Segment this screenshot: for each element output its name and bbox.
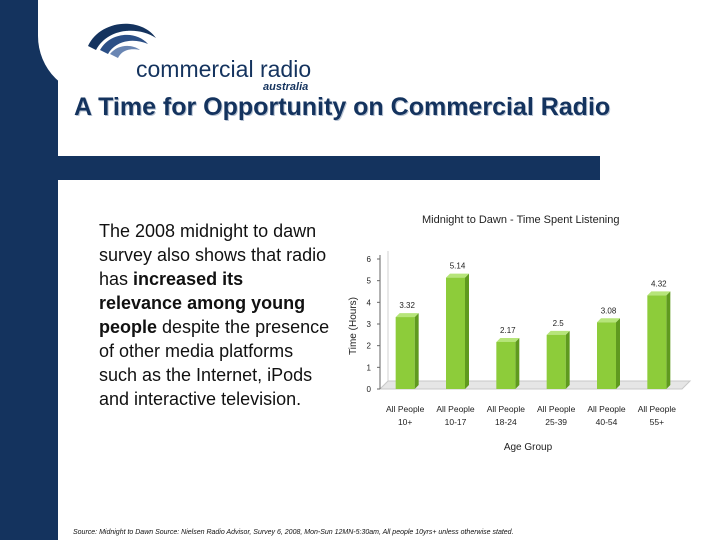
chart-title: Midnight to Dawn - Time Spent Listening xyxy=(422,214,620,226)
bar xyxy=(597,322,616,389)
chart-floor xyxy=(378,380,692,390)
bar-value-label: 5.14 xyxy=(450,262,466,271)
body-bold-phrase: increased its relevance among young peop… xyxy=(99,269,306,337)
logo-swoosh-3 xyxy=(110,45,140,58)
x-tick-label: All People xyxy=(587,404,626,414)
bar-top xyxy=(647,291,671,296)
bar-value-label: 3.32 xyxy=(399,301,415,310)
logo-sub-text: australia xyxy=(263,81,308,92)
bar xyxy=(546,334,566,389)
bar-side xyxy=(565,330,570,389)
bar-top xyxy=(395,313,419,318)
bar xyxy=(496,341,516,389)
y-tick-label: 4 xyxy=(367,298,372,307)
body-paragraph: The 2008 midnight to dawn survey also sh… xyxy=(99,219,331,411)
bar-value-label: 3.08 xyxy=(601,306,617,315)
bar-top xyxy=(496,337,520,342)
y-tick-label: 3 xyxy=(367,320,372,329)
x-tick-label: 18-24 xyxy=(495,417,517,427)
x-axis-label: Age Group xyxy=(504,442,553,453)
body-outro: despite the presence of other media plat… xyxy=(99,317,330,409)
bar-side xyxy=(616,318,620,389)
y-axis-label: Time (Hours) xyxy=(348,297,359,355)
bar-side xyxy=(465,273,469,389)
source-footnote: Source: Midnight to Dawn Source: Nielsen… xyxy=(73,529,514,536)
y-tick-label: 1 xyxy=(367,363,372,372)
bar-value-label: 2.5 xyxy=(553,319,565,328)
x-tick-label: 10+ xyxy=(398,417,412,427)
body-intro: The 2008 midnight to dawn survey also sh… xyxy=(99,221,327,289)
y-tick-label: 6 xyxy=(367,255,372,264)
y-tick-label: 0 xyxy=(367,385,372,394)
x-tick-label: All People xyxy=(537,404,576,414)
x-tick-label: 10-17 xyxy=(445,417,467,427)
title-underline-bar xyxy=(58,156,600,180)
x-tick-label: All People xyxy=(436,404,475,414)
logo-panel xyxy=(38,0,338,96)
y-tick-label: 2 xyxy=(367,342,372,351)
bar xyxy=(647,295,667,389)
x-tick-label: All People xyxy=(638,404,677,414)
x-tick-label: 25-39 xyxy=(545,417,567,427)
bar-top xyxy=(446,273,469,278)
x-tick-label: 55+ xyxy=(650,417,664,427)
x-tick-label: 40-54 xyxy=(596,417,618,427)
logo-brand-text: commercial radio xyxy=(136,56,311,82)
bar-side xyxy=(666,291,671,389)
logo-swoosh-1 xyxy=(88,23,156,50)
bar-value-label: 2.17 xyxy=(500,326,516,335)
logo-swoosh-2 xyxy=(100,34,148,54)
bar-top xyxy=(597,318,620,323)
bar-side xyxy=(515,337,520,389)
bar-top xyxy=(546,330,570,335)
x-tick-label: All People xyxy=(386,404,425,414)
bar-value-label: 4.32 xyxy=(651,279,667,288)
page-title: A Time for Opportunity on Commercial Rad… xyxy=(74,93,611,121)
y-tick-label: 5 xyxy=(367,277,372,286)
bar xyxy=(395,317,415,389)
bar-side xyxy=(414,313,419,389)
commercial-radio-logo: commercial radio australia xyxy=(88,23,311,92)
bar-chart: Midnight to Dawn - Time Spent Listening … xyxy=(348,214,692,453)
bar xyxy=(446,277,465,389)
x-tick-label: All People xyxy=(487,404,526,414)
